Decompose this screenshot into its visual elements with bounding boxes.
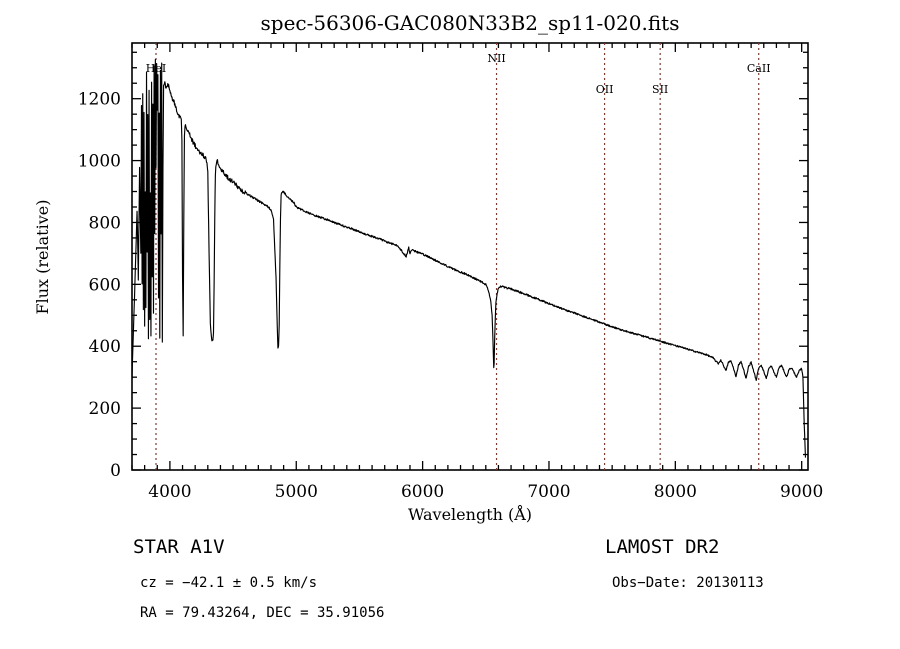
y-tick-label: 1000 [78,152,121,172]
survey-label: LAMOST DR2 [605,536,719,558]
obs-date-label: Obs−Date: 20130113 [612,575,764,591]
spectral-line-label-caii: CaII [747,62,771,75]
spectral-line-markers [155,43,760,470]
object-type-label: STAR A1V [133,536,225,558]
y-tick-label: 800 [89,213,121,233]
y-tick-label: 0 [110,461,121,481]
spectrum-trace [132,58,807,458]
y-axis-title: Flux (relative) [33,200,52,315]
spectral-line-label-nii: NII [487,52,505,65]
y-axis-tick-labels: 0 200 400 600 800 1000 1200 [78,90,121,481]
x-axis-tick-labels: 4000 5000 6000 7000 8000 9000 [148,482,823,502]
spectral-line-label-oii: OII [596,83,614,96]
y-tick-label: 200 [89,399,121,419]
page-title: spec-56306-GAC080N33B2_sp11-020.fits [261,11,680,35]
figure-title-group: spec-56306-GAC080N33B2_sp11-020.fits [261,11,680,35]
x-tick-label: 7000 [527,482,570,502]
x-axis-title: Wavelength (Å) [408,504,532,524]
plot-frame [131,42,809,471]
plot-border [131,42,809,471]
spectrum-trace-group [132,58,807,458]
x-tick-label: 4000 [148,482,191,502]
x-tick-label: 8000 [654,482,697,502]
spectral-line-label-sii: SII [652,83,668,96]
y-axis-ticks [132,51,808,471]
y-tick-label: 400 [89,337,121,357]
x-tick-label: 5000 [275,482,318,502]
coordinates-label: RA = 79.43264, DEC = 35.91056 [140,605,384,621]
x-tick-label: 9000 [780,482,823,502]
velocity-label: cz = −42.1 ± 0.5 km/s [140,575,317,591]
y-tick-label: 1200 [78,90,121,110]
x-axis-ticks [131,43,803,470]
y-tick-label: 600 [89,275,121,295]
x-tick-label: 6000 [401,482,444,502]
